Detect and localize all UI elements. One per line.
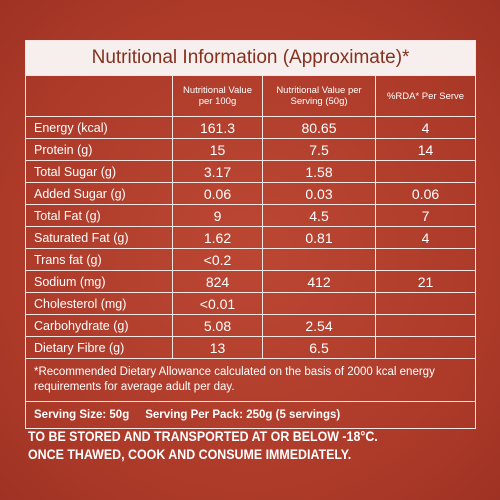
nutrient-row: Added Sugar (g) 0.06 0.03 0.06 [25, 182, 477, 205]
nutrient-row: Total Fat (g) 9 4.5 7 [25, 204, 477, 227]
value-cell [374, 314, 477, 337]
nutrient-label: Carbohydrate (g) [25, 314, 173, 337]
storage-note: TO BE STORED AND TRANSPORTED AT OR BELOW… [28, 428, 378, 464]
nutrient-label: Added Sugar (g) [25, 182, 173, 205]
header-cell: %RDA* Per Serve [374, 75, 477, 117]
nutrient-label: Saturated Fat (g) [25, 226, 173, 249]
value-cell: 5.08 [172, 314, 263, 337]
value-cell: 13 [172, 336, 263, 359]
nutrient-label: Total Sugar (g) [25, 160, 173, 183]
footnote-row: *Recommended Dietary Allowance calculate… [24, 358, 477, 402]
value-cell [262, 248, 376, 271]
nutrient-label: Total Fat (g) [25, 204, 173, 227]
value-cell: 1.62 [172, 226, 263, 249]
header-cell: Nutritional Value per 100g [172, 75, 263, 117]
nutrient-row: Saturated Fat (g) 1.62 0.81 4 [25, 226, 477, 249]
nutrient-label: Sodium (mg) [25, 270, 173, 293]
value-cell: <0.2 [172, 248, 263, 271]
nutrient-label: Trans fat (g) [25, 248, 173, 271]
value-cell: 0.81 [262, 226, 376, 249]
value-cell [262, 292, 376, 315]
value-cell: <0.01 [172, 292, 263, 315]
value-cell: 412 [262, 270, 376, 293]
serving-size: Serving Size: 50g [34, 409, 130, 421]
storage-line: ONCE THAWED, COOK AND CONSUME IMMEDIATEL… [28, 447, 352, 462]
nutrient-label: Protein (g) [25, 138, 173, 161]
value-cell: 14 [374, 138, 477, 161]
nutrient-label: Dietary Fibre (g) [25, 336, 173, 359]
serving-cell: Serving Size: 50g Serving Per Pack: 250g … [24, 401, 477, 429]
value-cell [374, 160, 477, 183]
serving-per-pack: Serving Per Pack: 250g (5 servings) [145, 409, 341, 421]
nutrition-table: Nutritional Information (Approximate)* N… [24, 40, 477, 429]
nutrient-row: Carbohydrate (g) 5.08 2.54 [25, 314, 477, 337]
value-cell: 80.65 [262, 116, 376, 139]
value-cell: 7.5 [262, 138, 376, 161]
header-cell: Nutritional Value per Serving (50g) [262, 75, 376, 117]
header-row: Nutritional Value per 100g Nutritional Va… [25, 75, 477, 117]
nutrient-row: Total Sugar (g) 3.17 1.58 [25, 160, 477, 183]
value-cell [374, 248, 477, 271]
nutrient-row: Trans fat (g) <0.2 [25, 248, 477, 271]
value-cell: 0.06 [374, 182, 477, 205]
value-cell: 4 [374, 226, 477, 249]
nutrient-row: Dietary Fibre (g) 13 6.5 [25, 336, 477, 359]
value-cell: 4.5 [262, 204, 376, 227]
table-body: Nutritional Information (Approximate)* N… [24, 40, 477, 429]
value-cell: 824 [172, 270, 263, 293]
footnote: *Recommended Dietary Allowance calculate… [24, 358, 477, 402]
value-cell: 6.5 [262, 336, 376, 359]
value-cell: 4 [374, 116, 477, 139]
value-cell: 21 [374, 270, 477, 293]
header-cell [25, 75, 173, 117]
nutrient-row: Energy (kcal) 161.3 80.65 4 [25, 116, 477, 139]
value-cell: 3.17 [172, 160, 263, 183]
value-cell: 1.58 [262, 160, 376, 183]
value-cell: 0.06 [172, 182, 263, 205]
value-cell [374, 336, 477, 359]
title: Nutritional Information (Approximate)* [24, 40, 477, 76]
value-cell: 2.54 [262, 314, 376, 337]
nutrient-label: Energy (kcal) [25, 116, 173, 139]
nutrient-row: Sodium (mg) 824 412 21 [25, 270, 477, 293]
title-row: Nutritional Information (Approximate)* [24, 40, 477, 76]
nutrient-label: Cholesterol (mg) [25, 292, 173, 315]
value-cell: 0.03 [262, 182, 376, 205]
value-cell: 7 [374, 204, 477, 227]
value-cell: 161.3 [172, 116, 263, 139]
value-cell [374, 292, 477, 315]
storage-line: TO BE STORED AND TRANSPORTED AT OR BELOW… [28, 429, 378, 444]
nutrient-row: Protein (g) 15 7.5 14 [25, 138, 477, 161]
value-cell: 15 [172, 138, 263, 161]
value-cell: 9 [172, 204, 263, 227]
nutrient-row: Cholesterol (mg) <0.01 [25, 292, 477, 315]
serving-row: Serving Size: 50g Serving Per Pack: 250g … [24, 401, 477, 429]
